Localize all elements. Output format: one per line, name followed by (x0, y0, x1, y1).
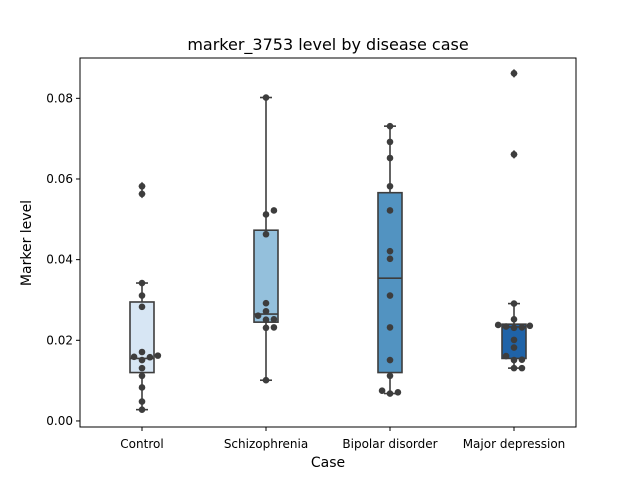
y-tick-label: 0.06 (46, 172, 73, 186)
y-tick-label: 0.02 (46, 333, 73, 347)
swarm-schizophrenia (254, 94, 278, 384)
data-point (494, 321, 502, 329)
x-tick-label: Schizophrenia (224, 437, 308, 451)
data-point (386, 154, 394, 162)
data-point (138, 372, 146, 380)
data-point (386, 182, 394, 190)
data-point (386, 247, 394, 255)
data-point (386, 372, 394, 380)
data-point (510, 356, 518, 364)
data-point (262, 230, 270, 238)
data-point (270, 316, 278, 323)
x-axis-label: Case (311, 455, 345, 471)
y-tick-label: 0.00 (46, 414, 73, 428)
data-point (386, 207, 394, 214)
swarm-control (130, 182, 162, 413)
data-point (510, 70, 518, 77)
data-point (138, 348, 146, 356)
data-point (502, 352, 510, 360)
x-tick-label: Control (120, 437, 163, 451)
iqr-box (377, 191, 403, 374)
swarm-major-depression (494, 70, 534, 372)
data-point (510, 336, 518, 344)
data-point (262, 299, 270, 307)
data-point (510, 344, 518, 351)
x-tick-label: Bipolar disorder (342, 437, 437, 451)
data-point (262, 211, 270, 218)
data-point (154, 352, 162, 359)
data-point (386, 390, 394, 397)
data-point (138, 364, 146, 372)
data-point (510, 364, 518, 372)
box-major-depression (501, 68, 527, 369)
data-point (262, 316, 270, 324)
data-point (510, 300, 518, 307)
swarm-bipolar-disorder (378, 122, 402, 397)
data-point (510, 324, 518, 332)
y-axis-label: Marker level (19, 200, 35, 286)
y-tick-label: 0.04 (46, 253, 73, 267)
data-point (262, 94, 270, 101)
data-point (386, 324, 394, 331)
data-point (146, 353, 154, 361)
data-point (138, 303, 146, 311)
x-tick-label: Major depression (463, 437, 566, 451)
y-axis: 0.00 0.02 0.04 0.06 0.08 (46, 91, 80, 428)
data-point (138, 279, 146, 287)
plot-area (129, 68, 534, 413)
data-point (138, 182, 146, 190)
data-point (138, 292, 146, 299)
data-point (138, 384, 146, 391)
data-point (262, 376, 270, 384)
data-point (526, 322, 534, 330)
data-point (386, 356, 394, 364)
plot-frame (79, 57, 577, 428)
data-point (270, 207, 278, 214)
data-point (386, 122, 394, 130)
data-point (518, 324, 526, 331)
data-point (518, 364, 526, 372)
data-point (510, 316, 518, 323)
data-point (254, 312, 262, 319)
data-point (518, 356, 526, 363)
data-point (510, 151, 518, 158)
data-point (502, 323, 510, 330)
data-point (386, 292, 394, 299)
iqr-box (253, 229, 279, 323)
data-point (262, 324, 270, 332)
chart-title: marker_3753 level by disease case (187, 35, 468, 55)
data-point (138, 190, 146, 198)
data-point (138, 398, 146, 405)
data-point (386, 138, 394, 146)
data-point (386, 255, 394, 263)
data-point (138, 406, 146, 413)
data-point (270, 324, 278, 331)
x-axis: Control Schizophrenia Bipolar disorder Majo… (120, 427, 565, 451)
data-point (394, 389, 402, 396)
data-point (130, 353, 138, 361)
data-point (262, 307, 270, 315)
box-schizophrenia (253, 96, 279, 382)
data-point (378, 387, 386, 395)
y-tick-label: 0.08 (46, 91, 73, 105)
data-point (138, 356, 146, 364)
